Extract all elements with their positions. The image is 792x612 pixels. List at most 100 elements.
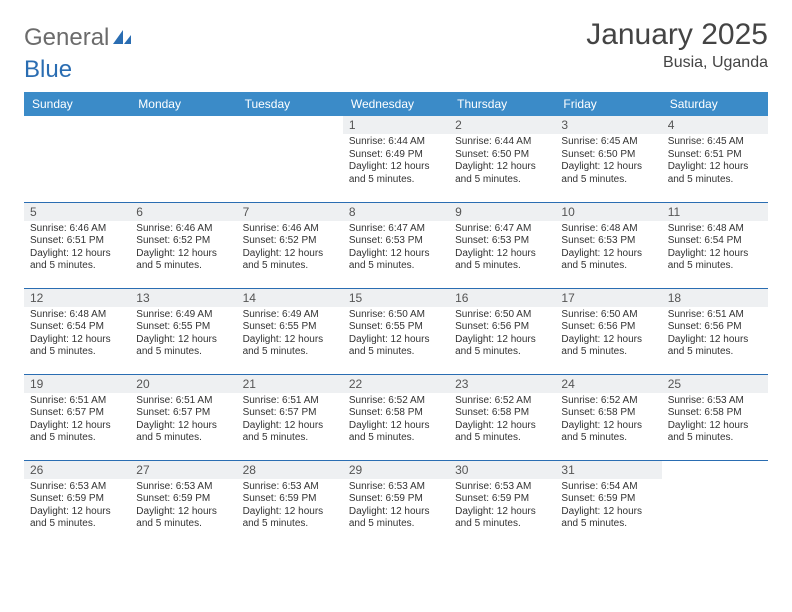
day-number: 17 bbox=[555, 289, 661, 307]
sunrise-line: Sunrise: 6:48 AM bbox=[561, 223, 655, 236]
daylight-line: Daylight: 12 hours and 5 minutes. bbox=[136, 248, 230, 273]
day-details: Sunrise: 6:53 AMSunset: 6:59 PMDaylight:… bbox=[24, 479, 130, 535]
daylight-line: Daylight: 12 hours and 5 minutes. bbox=[455, 420, 549, 445]
daylight-line: Daylight: 12 hours and 5 minutes. bbox=[30, 420, 124, 445]
day-number: 8 bbox=[343, 203, 449, 221]
sunset-line: Sunset: 6:53 PM bbox=[349, 235, 443, 248]
sunrise-line: Sunrise: 6:46 AM bbox=[243, 223, 337, 236]
day-details: Sunrise: 6:53 AMSunset: 6:58 PMDaylight:… bbox=[662, 393, 768, 449]
daylight-line: Daylight: 12 hours and 5 minutes. bbox=[349, 248, 443, 273]
calendar-day-cell: 2Sunrise: 6:44 AMSunset: 6:50 PMDaylight… bbox=[449, 116, 555, 202]
day-details: Sunrise: 6:49 AMSunset: 6:55 PMDaylight:… bbox=[130, 307, 236, 363]
sunrise-line: Sunrise: 6:54 AM bbox=[561, 481, 655, 494]
day-number: 7 bbox=[237, 203, 343, 221]
daylight-line: Daylight: 12 hours and 5 minutes. bbox=[455, 248, 549, 273]
sunrise-line: Sunrise: 6:50 AM bbox=[561, 309, 655, 322]
calendar-day-cell: 31Sunrise: 6:54 AMSunset: 6:59 PMDayligh… bbox=[555, 460, 661, 546]
sunset-line: Sunset: 6:52 PM bbox=[243, 235, 337, 248]
calendar-day-cell: 17Sunrise: 6:50 AMSunset: 6:56 PMDayligh… bbox=[555, 288, 661, 374]
day-header: Thursday bbox=[449, 92, 555, 116]
sunrise-line: Sunrise: 6:50 AM bbox=[455, 309, 549, 322]
day-details: Sunrise: 6:51 AMSunset: 6:57 PMDaylight:… bbox=[237, 393, 343, 449]
calendar-day-cell: 3Sunrise: 6:45 AMSunset: 6:50 PMDaylight… bbox=[555, 116, 661, 202]
sunrise-line: Sunrise: 6:53 AM bbox=[136, 481, 230, 494]
sunrise-line: Sunrise: 6:52 AM bbox=[561, 395, 655, 408]
sunset-line: Sunset: 6:59 PM bbox=[455, 493, 549, 506]
sunset-line: Sunset: 6:56 PM bbox=[455, 321, 549, 334]
daylight-line: Daylight: 12 hours and 5 minutes. bbox=[349, 420, 443, 445]
sunset-line: Sunset: 6:55 PM bbox=[349, 321, 443, 334]
day-header: Sunday bbox=[24, 92, 130, 116]
day-number: 11 bbox=[662, 203, 768, 221]
day-header-row: Sunday Monday Tuesday Wednesday Thursday… bbox=[24, 92, 768, 116]
calendar-day-cell: 10Sunrise: 6:48 AMSunset: 6:53 PMDayligh… bbox=[555, 202, 661, 288]
day-number: 5 bbox=[24, 203, 130, 221]
sunrise-line: Sunrise: 6:47 AM bbox=[349, 223, 443, 236]
daylight-line: Daylight: 12 hours and 5 minutes. bbox=[455, 506, 549, 531]
day-number: 14 bbox=[237, 289, 343, 307]
day-number: 19 bbox=[24, 375, 130, 393]
day-number: 21 bbox=[237, 375, 343, 393]
sunset-line: Sunset: 6:53 PM bbox=[455, 235, 549, 248]
calendar-day-cell: 9Sunrise: 6:47 AMSunset: 6:53 PMDaylight… bbox=[449, 202, 555, 288]
sunrise-line: Sunrise: 6:51 AM bbox=[243, 395, 337, 408]
daylight-line: Daylight: 12 hours and 5 minutes. bbox=[561, 248, 655, 273]
day-number: 22 bbox=[343, 375, 449, 393]
sunset-line: Sunset: 6:50 PM bbox=[455, 149, 549, 162]
calendar-day-cell bbox=[130, 116, 236, 202]
sunset-line: Sunset: 6:54 PM bbox=[668, 235, 762, 248]
day-number: 20 bbox=[130, 375, 236, 393]
calendar-day-cell: 26Sunrise: 6:53 AMSunset: 6:59 PMDayligh… bbox=[24, 460, 130, 546]
sunrise-line: Sunrise: 6:46 AM bbox=[136, 223, 230, 236]
logo-text-blue: Blue bbox=[24, 56, 72, 84]
day-details: Sunrise: 6:50 AMSunset: 6:56 PMDaylight:… bbox=[555, 307, 661, 363]
logo-text-general: General bbox=[24, 24, 109, 52]
calendar-day-cell: 21Sunrise: 6:51 AMSunset: 6:57 PMDayligh… bbox=[237, 374, 343, 460]
daylight-line: Daylight: 12 hours and 5 minutes. bbox=[668, 248, 762, 273]
daylight-line: Daylight: 12 hours and 5 minutes. bbox=[243, 248, 337, 273]
daylight-line: Daylight: 12 hours and 5 minutes. bbox=[136, 506, 230, 531]
calendar-day-cell: 11Sunrise: 6:48 AMSunset: 6:54 PMDayligh… bbox=[662, 202, 768, 288]
calendar-day-cell: 5Sunrise: 6:46 AMSunset: 6:51 PMDaylight… bbox=[24, 202, 130, 288]
page-subtitle: Busia, Uganda bbox=[586, 54, 768, 72]
sunrise-line: Sunrise: 6:53 AM bbox=[30, 481, 124, 494]
sunset-line: Sunset: 6:50 PM bbox=[561, 149, 655, 162]
sunset-line: Sunset: 6:58 PM bbox=[668, 407, 762, 420]
sunset-line: Sunset: 6:59 PM bbox=[136, 493, 230, 506]
day-header: Wednesday bbox=[343, 92, 449, 116]
day-number: 13 bbox=[130, 289, 236, 307]
sunrise-line: Sunrise: 6:52 AM bbox=[349, 395, 443, 408]
calendar-week-row: 19Sunrise: 6:51 AMSunset: 6:57 PMDayligh… bbox=[24, 374, 768, 460]
sunrise-line: Sunrise: 6:47 AM bbox=[455, 223, 549, 236]
day-number: 30 bbox=[449, 461, 555, 479]
daylight-line: Daylight: 12 hours and 5 minutes. bbox=[136, 420, 230, 445]
day-details: Sunrise: 6:49 AMSunset: 6:55 PMDaylight:… bbox=[237, 307, 343, 363]
day-number: 3 bbox=[555, 116, 661, 134]
calendar-day-cell: 13Sunrise: 6:49 AMSunset: 6:55 PMDayligh… bbox=[130, 288, 236, 374]
daylight-line: Daylight: 12 hours and 5 minutes. bbox=[349, 161, 443, 186]
day-number: 12 bbox=[24, 289, 130, 307]
day-header: Monday bbox=[130, 92, 236, 116]
day-details: Sunrise: 6:53 AMSunset: 6:59 PMDaylight:… bbox=[130, 479, 236, 535]
day-details: Sunrise: 6:46 AMSunset: 6:51 PMDaylight:… bbox=[24, 221, 130, 277]
calendar-day-cell: 25Sunrise: 6:53 AMSunset: 6:58 PMDayligh… bbox=[662, 374, 768, 460]
day-header: Friday bbox=[555, 92, 661, 116]
sunset-line: Sunset: 6:59 PM bbox=[30, 493, 124, 506]
sunset-line: Sunset: 6:59 PM bbox=[561, 493, 655, 506]
calendar-day-cell: 4Sunrise: 6:45 AMSunset: 6:51 PMDaylight… bbox=[662, 116, 768, 202]
daylight-line: Daylight: 12 hours and 5 minutes. bbox=[668, 334, 762, 359]
day-number: 18 bbox=[662, 289, 768, 307]
day-details: Sunrise: 6:51 AMSunset: 6:57 PMDaylight:… bbox=[130, 393, 236, 449]
day-details: Sunrise: 6:48 AMSunset: 6:53 PMDaylight:… bbox=[555, 221, 661, 277]
sunset-line: Sunset: 6:57 PM bbox=[243, 407, 337, 420]
title-block: January 2025 Busia, Uganda bbox=[586, 18, 768, 72]
calendar-week-row: 5Sunrise: 6:46 AMSunset: 6:51 PMDaylight… bbox=[24, 202, 768, 288]
sunrise-line: Sunrise: 6:53 AM bbox=[668, 395, 762, 408]
day-header: Saturday bbox=[662, 92, 768, 116]
daylight-line: Daylight: 12 hours and 5 minutes. bbox=[561, 334, 655, 359]
day-details: Sunrise: 6:52 AMSunset: 6:58 PMDaylight:… bbox=[555, 393, 661, 449]
sunset-line: Sunset: 6:57 PM bbox=[136, 407, 230, 420]
day-number: 28 bbox=[237, 461, 343, 479]
day-number: 1 bbox=[343, 116, 449, 134]
day-details: Sunrise: 6:44 AMSunset: 6:50 PMDaylight:… bbox=[449, 134, 555, 190]
